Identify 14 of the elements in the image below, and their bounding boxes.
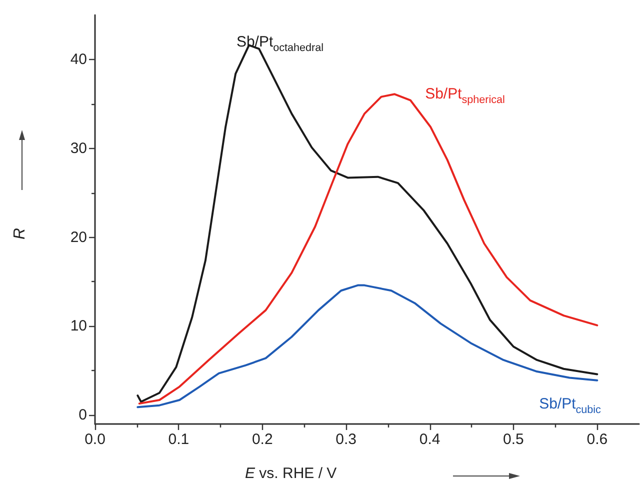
x-tick-label: 0.4 xyxy=(419,431,440,448)
x-axis-title: E vs. RHE / V xyxy=(245,465,337,482)
x-tick-label: 0.2 xyxy=(252,431,273,448)
y-tick-label: 0 xyxy=(78,406,87,424)
y-tick-label: 40 xyxy=(70,50,87,68)
y-axis-title: R xyxy=(12,228,28,240)
x-tick-label: 0.0 xyxy=(84,431,106,448)
y-tick-label: 20 xyxy=(70,228,87,246)
x-tick-label: 0.1 xyxy=(168,431,190,448)
y-tick-label: 10 xyxy=(70,318,87,335)
y-tick-label: 30 xyxy=(70,140,87,157)
x-tick-label: 0.6 xyxy=(586,431,608,448)
x-tick-label: 0.5 xyxy=(503,431,524,448)
x-tick-label: 0.3 xyxy=(336,431,357,448)
